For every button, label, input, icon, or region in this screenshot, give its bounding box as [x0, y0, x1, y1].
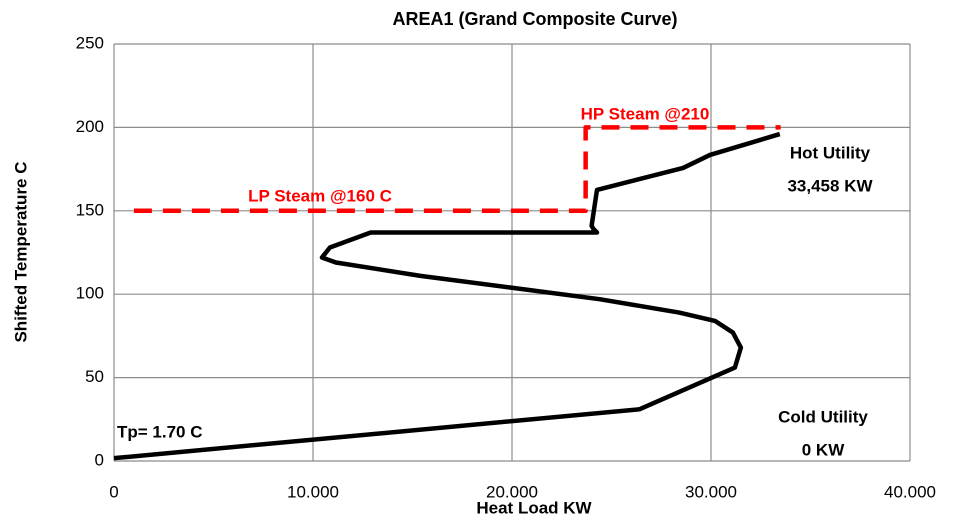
- annotation: HP Steam @210: [581, 104, 710, 123]
- annotation: Cold Utility: [778, 407, 868, 426]
- y-tick-label: 50: [85, 367, 104, 386]
- curve-line: [113, 131, 781, 461]
- annotation: Tp= 1.70 C: [117, 422, 203, 441]
- x-axis-label: Heat Load KW: [476, 498, 592, 517]
- y-tick-label: 150: [76, 200, 104, 219]
- x-tick-label: 0: [109, 482, 118, 501]
- y-tick-label: 100: [76, 284, 104, 303]
- y-tick-label: 0: [95, 450, 104, 469]
- chart-title: AREA1 (Grand Composite Curve): [392, 9, 677, 29]
- x-tick-label: 10.000: [287, 482, 339, 501]
- dashed-line: [133, 125, 781, 214]
- y-tick-label: 250: [76, 33, 104, 52]
- x-tick-label: 40.000: [884, 482, 936, 501]
- annotation: LP Steam @160 C: [248, 186, 392, 205]
- x-tick-label: 20.000: [486, 482, 538, 501]
- x-tick-label: 30.000: [685, 482, 737, 501]
- annotation: Hot Utility: [790, 143, 871, 162]
- annotation: 33,458 KW: [787, 176, 873, 195]
- y-axis-label: Shifted Temperature C: [11, 161, 30, 342]
- y-tick-label: 200: [76, 117, 104, 136]
- annotation: 0 KW: [802, 440, 845, 459]
